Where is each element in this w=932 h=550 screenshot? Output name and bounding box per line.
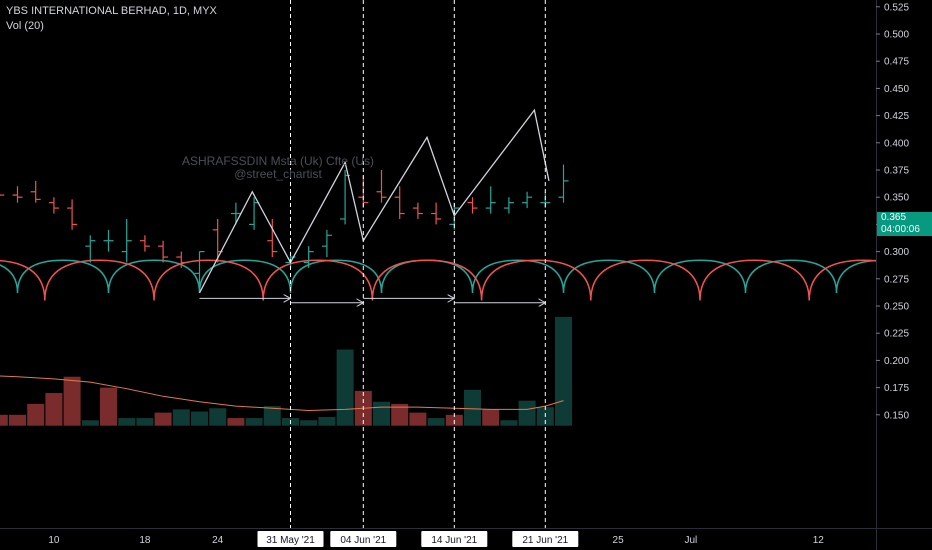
ohlc-bar xyxy=(139,235,150,252)
volume-bar xyxy=(172,409,190,426)
date-marker-label: 14 Jun '21 xyxy=(431,535,477,546)
volume-bar xyxy=(136,418,154,426)
ohlc-bar xyxy=(321,229,332,258)
ohlc-bar xyxy=(230,202,241,225)
ohlc-bar xyxy=(121,218,132,263)
volume-bar xyxy=(100,387,117,426)
volume-bar xyxy=(427,418,445,426)
price-tick-label: 0.525 xyxy=(884,2,909,13)
price-tick-label: 0.425 xyxy=(884,111,909,122)
volume-bar xyxy=(373,401,390,426)
ohlc-bar xyxy=(30,180,41,203)
price-tick-label: 0.200 xyxy=(884,356,909,367)
volume-bar xyxy=(227,418,245,426)
volume-bar xyxy=(391,403,409,426)
volume-bar xyxy=(63,376,81,426)
ohlc-bar xyxy=(503,197,514,214)
ohlc-bar xyxy=(212,218,223,263)
price-tick-label: 0.175 xyxy=(884,383,909,394)
date-marker-box xyxy=(257,531,324,547)
ohlc-bar xyxy=(158,240,169,263)
zigzag-pattern-line xyxy=(198,108,550,294)
volume-bar xyxy=(482,409,500,426)
volume-bar xyxy=(464,389,481,426)
ohlc-bar xyxy=(12,186,23,203)
volume-bar xyxy=(263,406,281,426)
volume-bar xyxy=(245,418,263,426)
ohlc-bar xyxy=(412,202,423,219)
volume-bar xyxy=(9,414,26,426)
ohlc-bar xyxy=(0,194,5,196)
volume-bar xyxy=(500,420,518,426)
ohlc-bar xyxy=(485,186,496,214)
price-tick-label: 0.275 xyxy=(884,274,909,285)
watermark-author: ASHRAFSSDIN Msta (Uk) Cfte (Us) xyxy=(181,154,375,168)
price-tick-label: 0.150 xyxy=(884,410,909,421)
price-tick-label: 0.225 xyxy=(884,329,909,340)
ohlc-bar xyxy=(431,202,442,225)
ohlc-bar xyxy=(558,164,569,203)
volume-bar xyxy=(27,403,45,426)
date-marker-box xyxy=(421,531,488,547)
price-tick-label: 0.350 xyxy=(884,193,909,204)
plot-area xyxy=(0,0,876,528)
ohlc-bar xyxy=(48,197,59,214)
cycle-arc-red xyxy=(0,259,876,301)
date-marker-label: 04 Jun '21 xyxy=(340,535,386,546)
price-tick-label: 0.375 xyxy=(884,166,909,177)
countdown-tag: 04:00:06 xyxy=(877,224,932,236)
ohlc-bar xyxy=(176,251,187,268)
volume-bar xyxy=(45,393,63,426)
date-tick-label: Jul xyxy=(685,535,698,546)
ohlc-bar xyxy=(85,235,96,263)
volume-bar xyxy=(518,400,536,426)
cycle-arc-teal xyxy=(0,259,876,293)
date-tick-label: 18 xyxy=(139,535,151,546)
volume-bar xyxy=(555,316,572,426)
price-tick-label: 0.300 xyxy=(884,247,909,258)
price-tick-label: 0.500 xyxy=(884,30,909,41)
ohlc-bar xyxy=(522,191,533,209)
ohlc-bar xyxy=(467,197,478,214)
ohlc-bar xyxy=(103,229,114,252)
price-tick-label: 0.450 xyxy=(884,84,909,95)
volume-bar xyxy=(409,412,427,426)
volume-bar xyxy=(118,418,136,426)
volume-bar xyxy=(300,420,318,426)
date-tick-label: 10 xyxy=(48,535,60,546)
date-marker-box xyxy=(330,531,397,547)
volume-bar xyxy=(209,408,227,426)
volume-bar xyxy=(318,416,336,426)
ohlc-bar xyxy=(376,170,387,203)
ohlc-bar xyxy=(303,246,314,268)
chart-title: YBS INTERNATIONAL BERHAD, 1D, MYX xyxy=(6,5,217,17)
date-tick-label: 25 xyxy=(613,535,625,546)
date-tick-label: 24 xyxy=(212,535,224,546)
ohlc-bar xyxy=(67,199,78,230)
ohlc-bar xyxy=(394,186,405,219)
watermark-handle: @street_chartist xyxy=(234,167,322,181)
ohlc-bar xyxy=(267,218,278,258)
ohlc-bar xyxy=(194,251,205,285)
volume-bar xyxy=(336,349,354,426)
date-tick-label: 12 xyxy=(813,535,825,546)
volume-bar xyxy=(154,412,172,426)
volume-bar xyxy=(81,420,99,426)
volume-indicator-label[interactable]: Vol (20) xyxy=(6,20,44,32)
price-tick-label: 0.475 xyxy=(884,57,909,68)
price-tick-label: 0.250 xyxy=(884,302,909,313)
date-marker-label: 21 Jun '21 xyxy=(522,535,568,546)
price-tick-label: 0.400 xyxy=(884,138,909,149)
date-marker-label: 31 May '21 xyxy=(266,535,315,546)
volume-bar xyxy=(0,414,8,426)
date-marker-box xyxy=(512,531,579,547)
last-price-tag: 0.365 xyxy=(877,212,932,224)
volume-bar xyxy=(191,411,208,426)
